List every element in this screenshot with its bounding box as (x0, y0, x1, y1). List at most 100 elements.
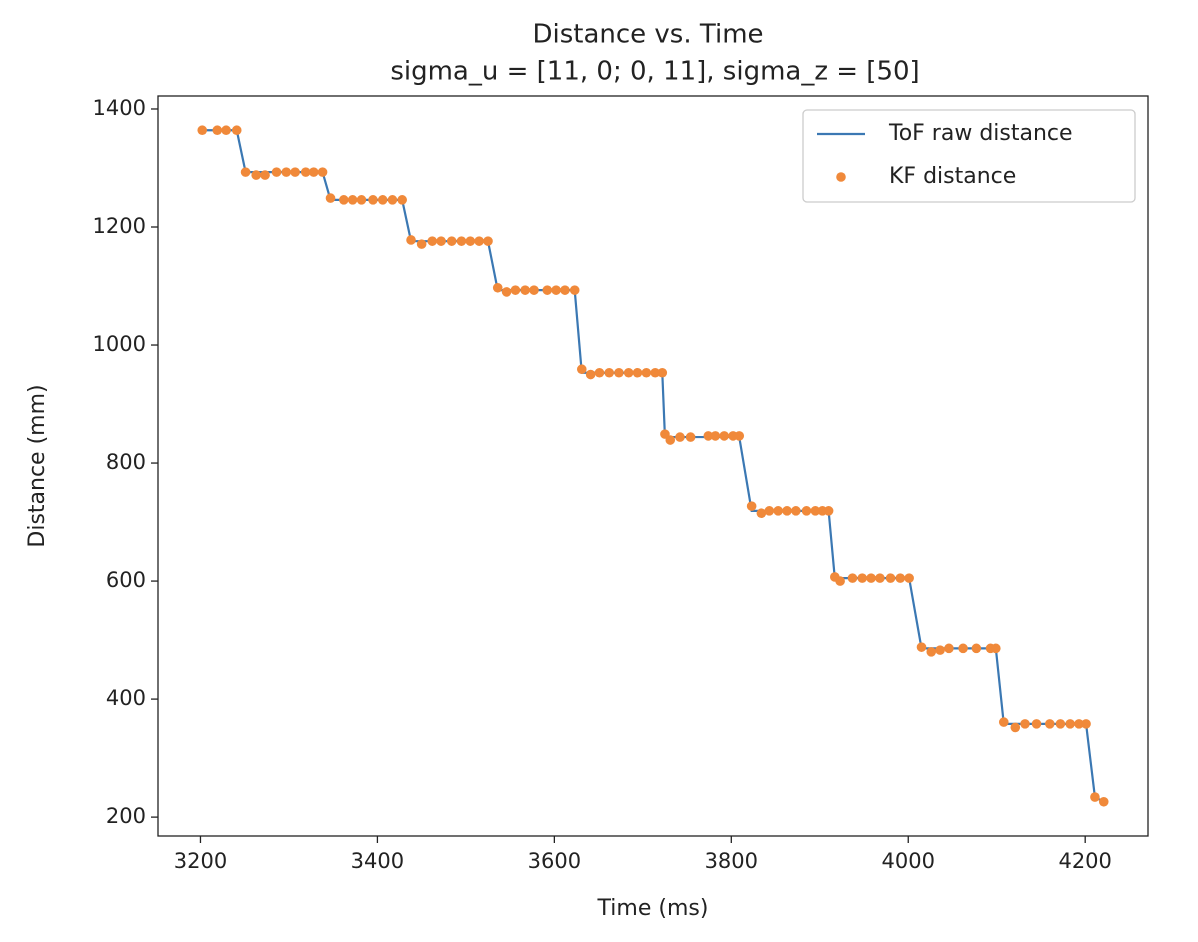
data-point (685, 432, 696, 442)
data-point (492, 282, 503, 293)
data-point (387, 195, 398, 205)
data-point (875, 573, 885, 583)
data-point (1044, 719, 1055, 729)
data-point (801, 506, 812, 516)
data-point (710, 431, 721, 441)
data-point (520, 285, 530, 295)
data-point (594, 367, 605, 378)
data-point (675, 432, 685, 442)
y-axis-label: Distance (mm) (25, 384, 50, 547)
data-point (944, 643, 954, 654)
data-point (406, 235, 416, 245)
data-point (510, 285, 521, 295)
y-tick-label: 1400 (93, 96, 146, 120)
data-point (1065, 719, 1075, 729)
data-point (665, 435, 676, 445)
data-point (650, 367, 661, 378)
data-point (240, 167, 251, 177)
data-point (300, 167, 311, 177)
y-tick-label: 200 (106, 804, 146, 828)
data-point (290, 167, 300, 177)
x-tick-label: 4000 (882, 849, 935, 873)
x-tick-label: 3400 (351, 849, 404, 873)
data-point (641, 367, 652, 378)
data-point (719, 431, 730, 441)
data-point (895, 573, 906, 583)
data-point (1081, 719, 1091, 729)
data-point (212, 125, 223, 136)
y-tick-label: 1200 (93, 214, 146, 238)
data-point (1010, 722, 1021, 733)
data-point (231, 125, 242, 136)
x-tick-label: 3200 (174, 849, 227, 873)
data-point (971, 643, 982, 654)
y-tick-label: 800 (106, 450, 146, 474)
data-line (202, 129, 1105, 803)
data-point (416, 239, 427, 249)
chart-title: Distance vs. Time (532, 20, 763, 50)
data-point (926, 647, 937, 657)
data-point (397, 195, 407, 205)
y-tick-label: 400 (106, 686, 146, 710)
data-point (338, 195, 349, 205)
data-point (308, 167, 319, 177)
x-axis-label: Time (ms) (597, 896, 709, 921)
data-point (569, 285, 580, 295)
data-point (377, 195, 388, 205)
data-point (657, 367, 668, 378)
data-point (281, 167, 292, 177)
data-point (551, 285, 561, 295)
data-point (866, 573, 876, 583)
data-point (623, 367, 634, 378)
data-point (542, 285, 553, 295)
data-point (501, 287, 512, 297)
data-point (356, 195, 367, 205)
data-point (1098, 796, 1109, 807)
data-point (465, 236, 476, 246)
data-point (368, 195, 378, 205)
data-point (251, 170, 262, 180)
data-point (1020, 719, 1030, 729)
data-point (347, 195, 358, 205)
data-point (835, 576, 845, 586)
legend-swatch (836, 172, 846, 182)
data-point (474, 236, 484, 246)
data-point (791, 506, 801, 516)
data-point (857, 573, 868, 583)
data-point (885, 573, 896, 583)
x-tick-label: 4200 (1058, 849, 1111, 873)
data-point (529, 285, 539, 295)
y-tick-label: 1000 (93, 332, 146, 356)
data-point (916, 642, 927, 652)
plot-frame (157, 95, 1149, 837)
legend-label: ToF raw distance (888, 121, 1073, 146)
data-point (271, 167, 282, 177)
data-point (427, 236, 438, 246)
data-point (1090, 792, 1100, 802)
data-point (446, 236, 457, 246)
data-point (756, 508, 767, 519)
data-point (998, 717, 1009, 727)
data-point (773, 506, 783, 516)
x-tick-label: 3800 (705, 849, 758, 873)
x-tick-label: 3600 (528, 849, 581, 873)
data-point (746, 501, 757, 511)
data-point (847, 573, 858, 583)
data-point (1055, 719, 1066, 729)
data-point (260, 170, 270, 180)
data-point (703, 431, 714, 441)
data-point (632, 367, 643, 378)
data-point (317, 167, 328, 177)
data-point (221, 125, 231, 136)
data-point (197, 125, 208, 136)
data-point (991, 643, 1001, 654)
data-point (325, 193, 336, 203)
data-point (1074, 719, 1084, 729)
data-point (823, 506, 834, 516)
data-point (935, 645, 945, 655)
y-tick-label: 600 (106, 568, 146, 592)
chart-subtitle: sigma_u = [11, 0; 0, 11], sigma_z = [50] (390, 57, 919, 87)
data-point (585, 369, 596, 380)
data-point (782, 506, 792, 516)
